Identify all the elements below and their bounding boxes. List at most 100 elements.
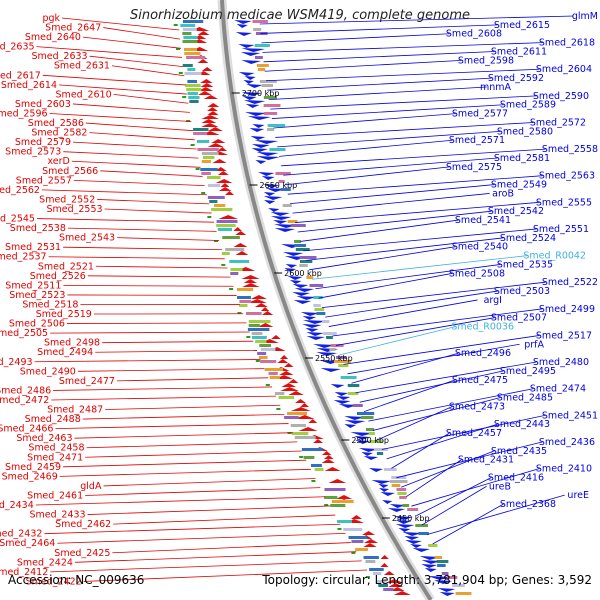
left-leader-line: [82, 36, 182, 49]
cog-block: [428, 544, 438, 547]
right-leader-line: [427, 494, 565, 535]
gc-marker: [173, 24, 178, 26]
left-leader-line: [34, 359, 261, 363]
cog-block: [337, 520, 352, 523]
reverse-strand-gene: [395, 524, 415, 528]
forward-strand-gene: [201, 67, 213, 71]
forward-strand-gene: [218, 215, 238, 219]
cog-block: [294, 436, 316, 439]
cog-block: [183, 36, 198, 39]
cog-block: [310, 464, 322, 467]
right-leader-line: [279, 139, 453, 157]
forward-strand-gene: [217, 147, 227, 151]
right-leader-line: [312, 255, 529, 280]
left-leader-line: [50, 560, 362, 573]
reverse-strand-gene: [258, 172, 275, 176]
left-leader-line: [63, 151, 199, 159]
forward-strand-gene: [235, 231, 247, 235]
right-leader-line: [260, 24, 498, 34]
forward-strand-gene: [277, 359, 289, 363]
forward-strand-gene: [201, 123, 219, 127]
cog-block: [259, 344, 271, 347]
gc-marker: [337, 528, 342, 530]
cog-block: [347, 392, 359, 395]
right-gene-label: Smed_2495: [500, 366, 556, 377]
cog-block: [383, 588, 394, 591]
reverse-strand-gene: [264, 200, 276, 204]
reverse-strand-gene: [263, 184, 280, 188]
left-leader-line: [113, 514, 336, 525]
left-gene-label: Smed_2617: [0, 70, 41, 81]
right-gene-label: Smed_2541: [455, 215, 511, 226]
forward-strand-gene: [390, 587, 405, 591]
left-gene-label: Smed_2506: [9, 319, 65, 330]
reverse-strand-gene: [437, 588, 456, 592]
reverse-strand-gene: [285, 264, 298, 268]
left-gene-label: Smed_2553: [46, 204, 102, 215]
left-gene-label: Smed_2610: [56, 89, 112, 100]
gc-marker: [190, 144, 195, 146]
cog-block: [263, 112, 278, 115]
left-gene-label: Smed_2631: [54, 61, 110, 72]
cog-block: [182, 20, 204, 23]
reverse-strand-gene: [234, 20, 252, 24]
right-gene-label: Smed_2581: [494, 153, 550, 164]
right-gene-label: Smed_2485: [497, 393, 553, 404]
reverse-strand-gene: [369, 468, 384, 472]
left-gene-label: Smed_2545: [0, 214, 35, 225]
reverse-strand-gene: [241, 48, 266, 52]
forward-strand-gene: [271, 335, 281, 339]
reverse-strand-gene: [336, 396, 351, 400]
forward-strand-gene: [250, 295, 268, 299]
left-leader-line: [35, 496, 326, 506]
cog-block: [407, 508, 419, 511]
left-gene-label: Smed_2412: [0, 567, 48, 578]
forward-strand-gene: [197, 59, 209, 63]
right-gene-label: Smed_2503: [494, 286, 550, 297]
forward-strand-gene: [197, 31, 210, 35]
right-gene-label: Smed_2558: [542, 144, 598, 155]
cog-block: [452, 584, 465, 587]
right-gene-label: Smed_2615: [494, 20, 550, 31]
right-gene-label: ureB: [489, 481, 511, 492]
cog-block: [396, 488, 407, 491]
right-gene-label: Smed_2549: [491, 180, 547, 191]
right-gene-label: Smed_2431: [458, 455, 514, 466]
left-leader-line: [63, 284, 234, 287]
left-leader-line: [105, 404, 281, 410]
tick-label: 2450 kbp: [392, 514, 430, 523]
cog-block: [196, 140, 210, 143]
left-gene-label: Smed_2487: [47, 405, 103, 416]
cog-block: [347, 384, 360, 387]
left-gene-label: Smed_2459: [5, 462, 61, 473]
right-leader-line: [290, 184, 495, 205]
cog-block: [230, 268, 243, 271]
cog-block: [237, 288, 254, 291]
forward-strand-gene: [225, 191, 235, 195]
cog-block: [201, 160, 211, 163]
cog-block: [294, 240, 302, 243]
left-gene-label: Smed_2614: [1, 80, 57, 91]
right-gene-label: Smed_2589: [500, 100, 556, 111]
left-gene-label: Smed_2538: [10, 223, 66, 234]
left-leader-line: [86, 441, 298, 449]
forward-strand-gene: [393, 591, 411, 595]
cog-block: [348, 536, 368, 539]
forward-strand-gene: [280, 355, 289, 359]
left-gene-label: Smed_2511: [5, 280, 61, 291]
left-leader-line: [71, 160, 201, 168]
forward-strand-gene: [257, 323, 274, 327]
cog-block: [193, 128, 209, 131]
right-gene-label: Smed_2580: [497, 126, 553, 137]
forward-strand-gene: [385, 579, 404, 583]
left-leader-line: [111, 65, 185, 77]
cog-block: [290, 424, 306, 427]
left-leader-line: [36, 46, 183, 58]
left-gene-label: Smed_2573: [5, 147, 61, 158]
forward-strand-gene: [201, 115, 219, 119]
cog-block: [257, 352, 267, 355]
cog-block: [269, 148, 286, 151]
accession-label: Accession: NC_009636: [8, 573, 145, 587]
left-gene-label: Smed_2493: [0, 357, 33, 368]
cog-block: [418, 532, 429, 535]
